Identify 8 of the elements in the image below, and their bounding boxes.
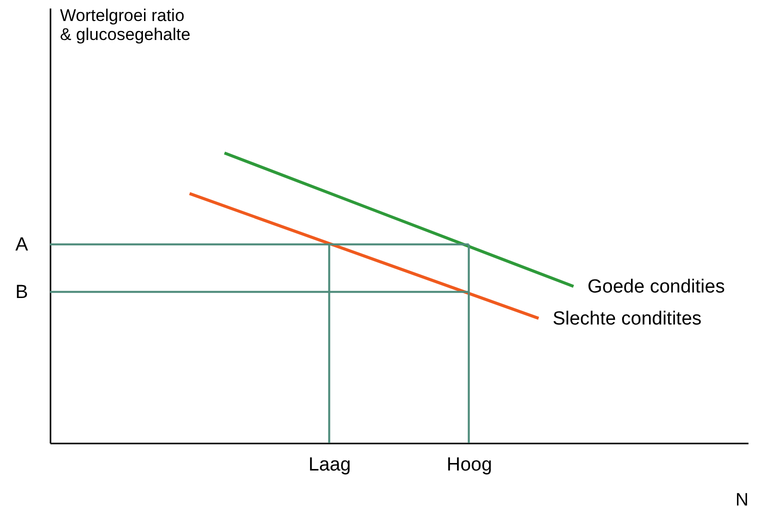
text: Wortelgroei ratio & glucosegehalte [60, 6, 190, 44]
x-axis-title: N [736, 490, 748, 507]
series-label: Slechte conditites [552, 308, 702, 330]
x-tick-label: Laag [308, 454, 351, 476]
series-label: Goede condities [588, 276, 725, 298]
x-tick-label: Hoog [446, 454, 492, 476]
ref-line-label: A [15, 234, 28, 256]
ref-line-label: B [15, 282, 28, 303]
